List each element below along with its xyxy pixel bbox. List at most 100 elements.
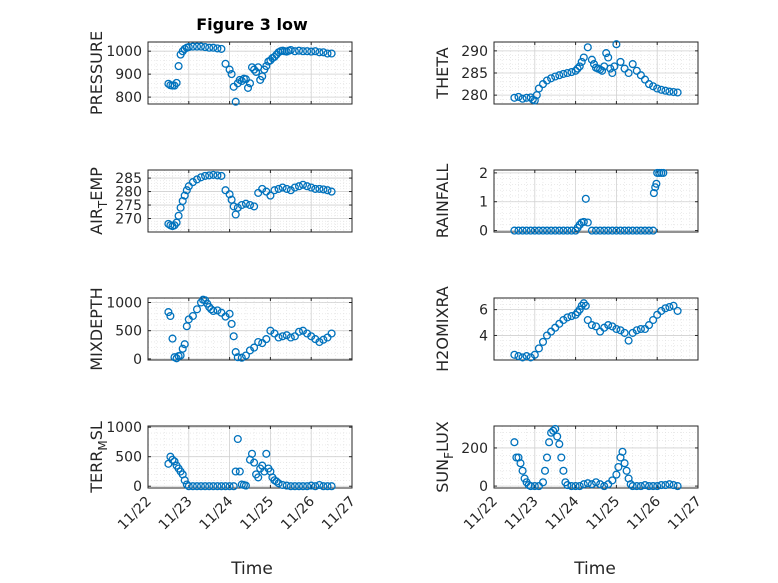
data-point: [217, 171, 226, 180]
data-point: [227, 319, 236, 328]
data-point: [651, 183, 660, 192]
y-tick-label: 1000: [106, 44, 142, 60]
axes-box: [147, 41, 353, 105]
data-point: [221, 59, 230, 68]
data-point: [555, 226, 564, 235]
data-point: [659, 168, 668, 177]
x-tick-label: 11/26: [624, 493, 664, 533]
y-tick-label: 500: [115, 450, 142, 466]
data-point: [274, 333, 283, 342]
data-point: [290, 332, 299, 341]
data-point: [184, 482, 193, 491]
data-point: [563, 313, 572, 322]
data-point: [596, 226, 605, 235]
data-point: [252, 67, 261, 76]
y-tick-label: 0: [133, 352, 142, 368]
data-point: [673, 306, 682, 315]
data-point: [583, 218, 592, 227]
data-point: [250, 202, 259, 211]
data-point: [649, 226, 658, 235]
data-point: [221, 482, 230, 491]
data-point: [323, 482, 332, 491]
data-point: [262, 335, 271, 344]
data-point: [612, 226, 621, 235]
x-tick-label: 11/22: [115, 494, 155, 534]
data-point: [209, 43, 218, 52]
data-point: [534, 344, 543, 353]
data-point: [624, 68, 633, 78]
data-point: [587, 55, 596, 64]
data-point: [290, 183, 299, 192]
data-point: [612, 470, 621, 479]
data-point: [628, 60, 637, 69]
data-point: [290, 47, 299, 56]
data-point: [184, 182, 193, 191]
data-point: [298, 47, 308, 56]
data-point: [575, 62, 584, 71]
data-point: [606, 64, 615, 73]
data-point: [315, 184, 324, 193]
x-tick-label: 11/27: [665, 494, 705, 534]
data-point: [628, 226, 637, 235]
data-point: [632, 326, 641, 335]
data-point: [622, 466, 631, 475]
data-point: [632, 482, 641, 491]
data-point: [644, 226, 654, 235]
data-point: [245, 200, 255, 210]
y-tick-label: 285: [461, 66, 488, 82]
data-point: [168, 334, 177, 343]
data-point: [205, 43, 214, 52]
data-point: [209, 306, 218, 316]
data-point: [583, 315, 592, 325]
data-point: [545, 438, 554, 447]
data-point: [237, 76, 246, 86]
data-point: [540, 466, 550, 475]
data-point: [272, 477, 281, 486]
data-point: [510, 438, 519, 447]
data-point: [608, 226, 617, 235]
data-point: [192, 482, 202, 491]
data-point: [530, 226, 539, 235]
data-point: [174, 211, 183, 220]
data-point: [579, 217, 588, 226]
data-point: [608, 322, 617, 331]
data-point: [653, 482, 662, 491]
data-point: [624, 336, 633, 345]
data-point: [170, 457, 179, 466]
data-point: [657, 85, 666, 94]
data-point: [266, 191, 275, 200]
data-point: [225, 190, 234, 199]
subplot-h2omixra: 4 6 H2OMIXRA: [433, 286, 699, 372]
data-point: [636, 71, 645, 80]
data-point: [201, 43, 210, 52]
data-point: [178, 344, 187, 353]
plot-area: [494, 170, 698, 232]
data-point: [551, 424, 560, 433]
data-point: [274, 184, 283, 193]
y-tick-label: 1: [479, 195, 488, 211]
data-point: [286, 45, 295, 55]
data-point: [514, 352, 523, 361]
data-point: [640, 226, 650, 235]
data-point: [665, 87, 674, 96]
data-point: [640, 481, 650, 490]
data-point: [231, 348, 240, 357]
data-point: [581, 194, 590, 203]
data-point: [303, 482, 312, 491]
data-point: [534, 84, 543, 93]
data-point: [319, 335, 328, 344]
data-point: [518, 353, 527, 362]
data-point: [514, 92, 523, 101]
data-point: [559, 69, 568, 78]
data-point: [644, 80, 654, 89]
data-point: [542, 76, 552, 85]
data-point: [620, 459, 629, 468]
data-point: [600, 482, 609, 491]
data-point: [227, 70, 236, 79]
data-point: [583, 479, 592, 488]
data-point: [307, 481, 316, 490]
x-tick-label: 11/25: [583, 494, 623, 534]
data-point: [661, 304, 670, 313]
